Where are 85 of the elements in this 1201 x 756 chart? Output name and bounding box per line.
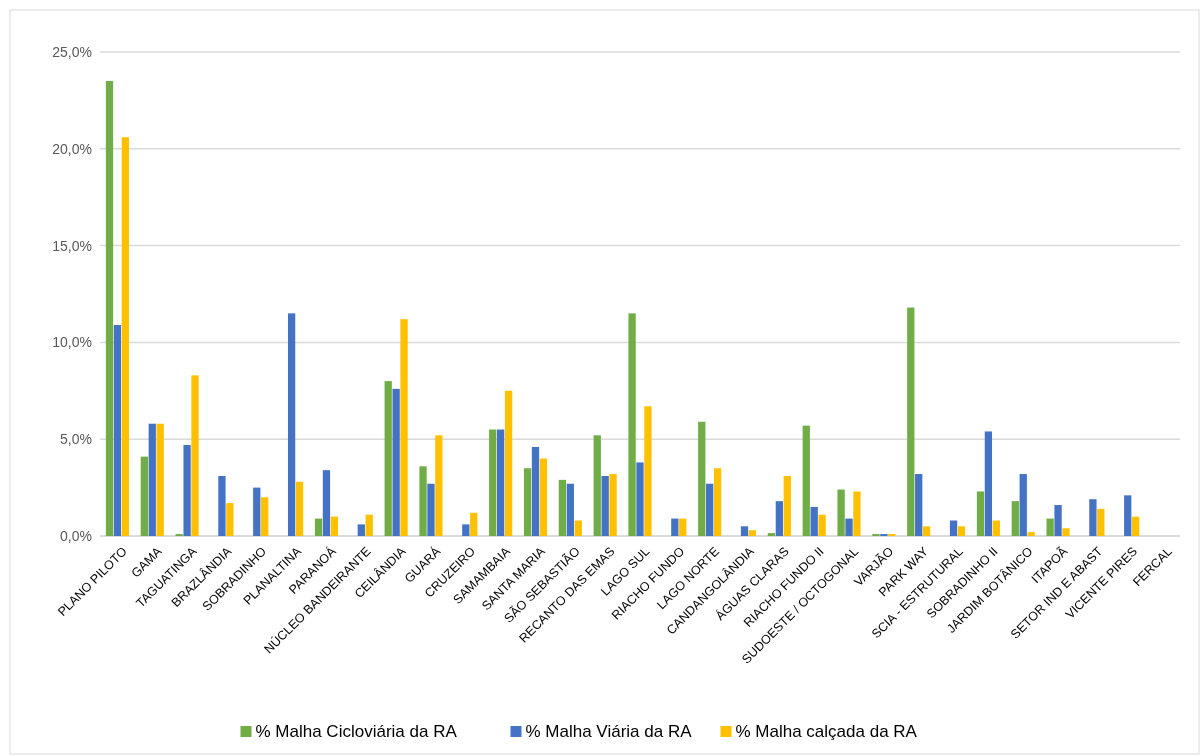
bar <box>156 423 164 536</box>
bar <box>915 474 923 536</box>
bar <box>462 524 470 536</box>
bar <box>679 518 687 536</box>
bar <box>261 497 269 536</box>
bar <box>767 533 776 536</box>
y-tick-label: 0,0% <box>60 527 92 544</box>
bar <box>140 456 148 536</box>
y-tick-label: 10,0% <box>52 334 92 351</box>
bar <box>775 501 783 536</box>
bar <box>435 435 443 536</box>
bar <box>322 470 331 536</box>
bar <box>818 514 826 536</box>
legend-label: % Malha Cicloviária da RA <box>255 722 458 741</box>
bar <box>713 468 722 536</box>
bar <box>531 446 540 536</box>
bar <box>837 489 845 536</box>
bar <box>740 526 749 536</box>
bar <box>644 406 652 536</box>
bar <box>419 466 427 536</box>
bar <box>287 313 296 536</box>
bar <box>810 506 818 536</box>
bar <box>523 468 532 536</box>
legend-label: % Malha calçada da RA <box>735 722 918 741</box>
bar <box>845 518 853 536</box>
bar <box>636 462 644 536</box>
bar <box>253 487 261 536</box>
bar <box>949 520 958 536</box>
bar <box>539 458 548 536</box>
bar <box>783 475 791 536</box>
bar <box>907 307 915 536</box>
bar <box>1019 474 1027 536</box>
bar <box>183 445 191 536</box>
bar <box>1046 518 1054 536</box>
bar <box>427 483 435 536</box>
bar <box>698 421 706 536</box>
bar <box>113 324 122 536</box>
y-tick-label: 15,0% <box>52 237 92 254</box>
bar <box>574 520 582 536</box>
bar <box>365 514 373 536</box>
bar <box>992 520 1000 536</box>
bar <box>384 381 392 536</box>
bar <box>357 524 365 536</box>
bar <box>1124 495 1132 536</box>
bar <box>628 313 636 536</box>
bar <box>802 425 810 536</box>
bar <box>706 483 714 536</box>
bar <box>922 526 931 536</box>
bar <box>609 474 617 536</box>
bar <box>601 475 609 536</box>
y-tick-label: 25,0% <box>52 43 92 60</box>
bar <box>400 319 408 536</box>
bar <box>671 518 679 536</box>
y-tick-label: 5,0% <box>60 431 92 448</box>
bar <box>489 429 497 536</box>
bar <box>976 491 985 536</box>
bar <box>218 475 226 536</box>
bar <box>1054 505 1062 536</box>
bar <box>314 518 323 536</box>
bar <box>984 431 993 536</box>
bar <box>1089 499 1097 536</box>
bar <box>148 423 156 536</box>
bar <box>497 429 505 536</box>
bar <box>330 516 339 536</box>
bar <box>558 479 567 536</box>
y-tick-label: 20,0% <box>52 140 92 157</box>
bar <box>121 137 129 536</box>
bar <box>566 483 574 536</box>
bar <box>295 481 304 536</box>
bar <box>957 526 966 536</box>
bar <box>470 512 478 536</box>
legend-label: % Malha Viária da RA <box>525 722 693 741</box>
bar <box>1011 501 1019 536</box>
bar <box>1027 532 1035 536</box>
bar <box>226 503 234 536</box>
bar <box>1062 528 1070 536</box>
bar <box>191 375 199 536</box>
bar <box>593 435 601 536</box>
bar <box>853 491 861 536</box>
bar <box>504 390 513 536</box>
bar <box>1132 516 1140 536</box>
bar <box>105 81 114 536</box>
bar <box>748 530 757 536</box>
bar <box>392 388 400 536</box>
bar <box>1097 508 1105 536</box>
